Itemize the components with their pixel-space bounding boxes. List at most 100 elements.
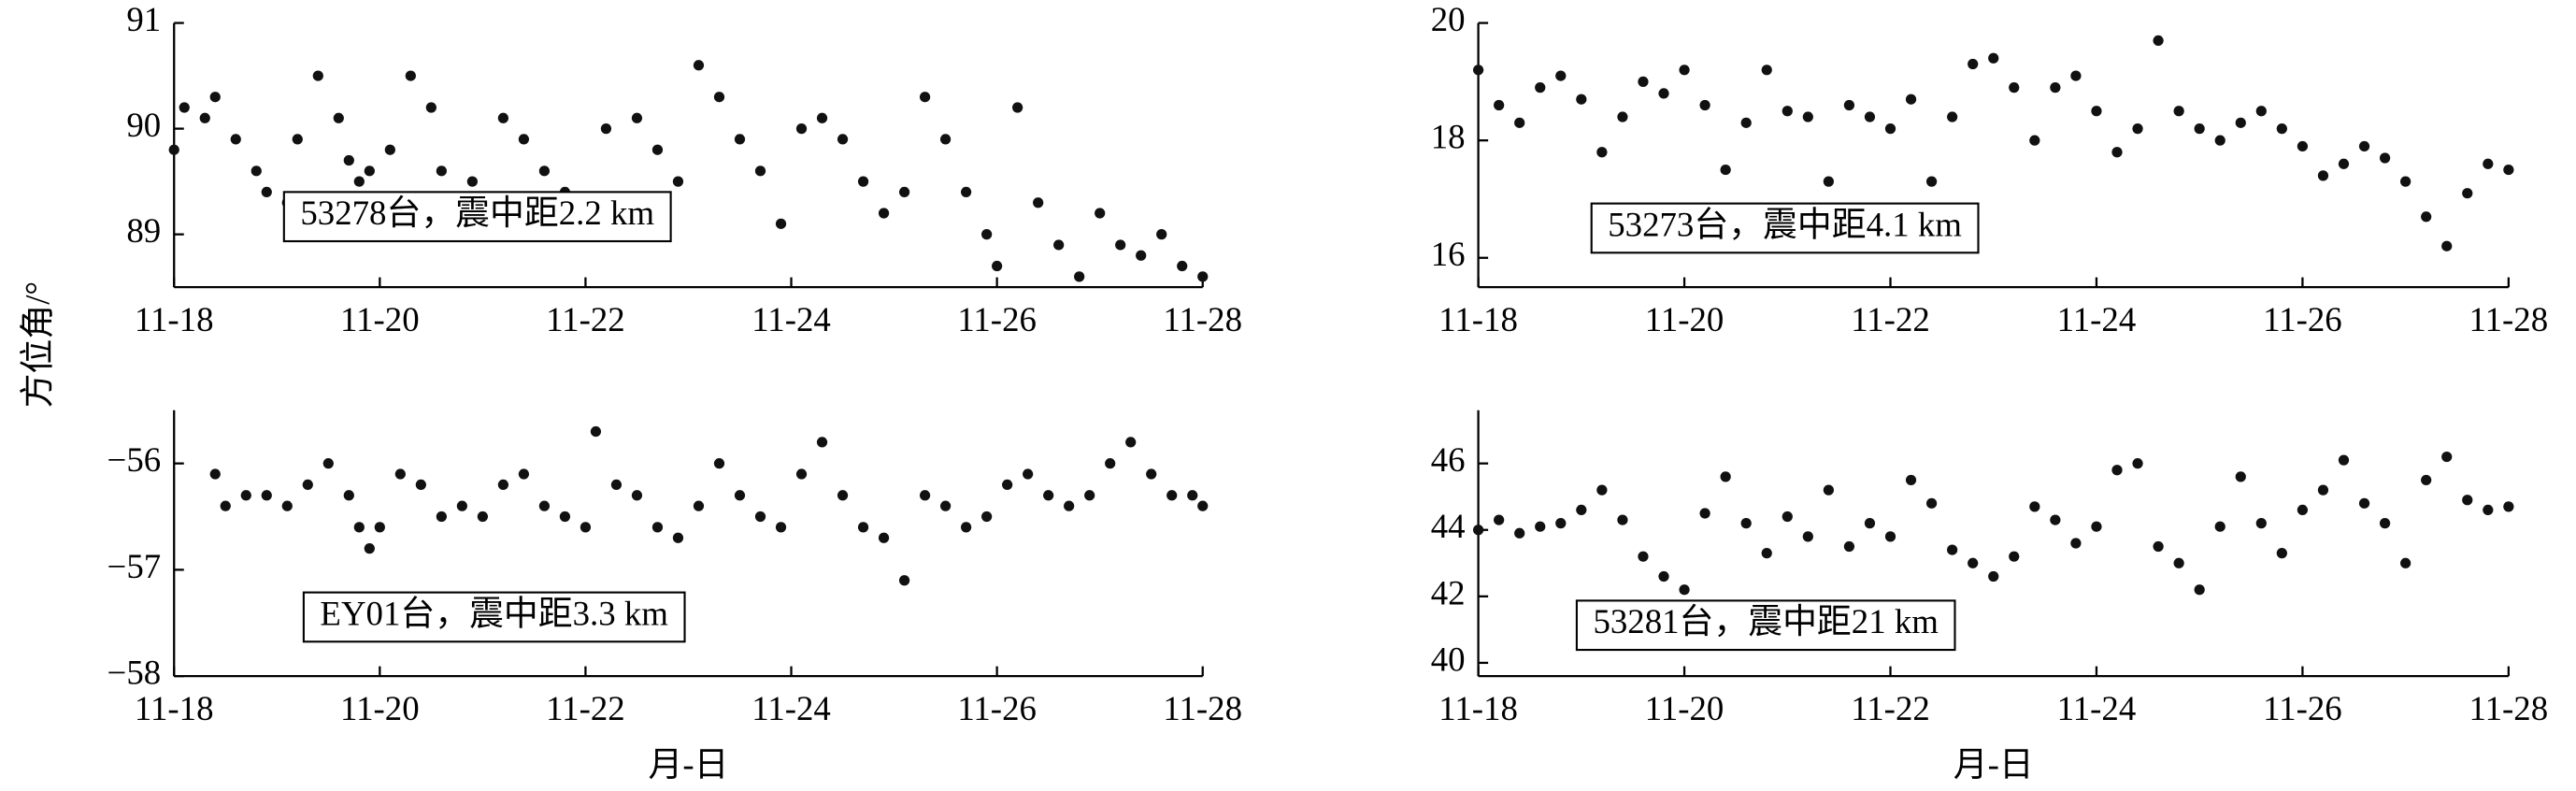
point <box>220 500 231 511</box>
point <box>754 165 766 177</box>
point <box>1925 497 1938 509</box>
point <box>2503 501 2514 512</box>
point <box>2255 106 2267 117</box>
point <box>1947 111 1958 122</box>
annotation: 53278台，震中距2.2 km <box>300 194 654 232</box>
point <box>353 176 365 187</box>
point <box>2503 164 2514 176</box>
point <box>1177 260 1188 272</box>
x-tick-label: 11-24 <box>2057 300 2137 338</box>
point <box>1494 514 1505 525</box>
point <box>857 522 869 533</box>
point <box>580 522 592 533</box>
y-tick-label: 42 <box>1431 573 1466 611</box>
point <box>837 134 849 145</box>
point <box>1555 70 1567 81</box>
point <box>1002 479 1013 491</box>
point <box>1740 117 1752 128</box>
point <box>2317 170 2329 181</box>
annotation: 53281台，震中距21 km <box>1593 602 1939 640</box>
point <box>775 218 787 229</box>
point <box>734 134 746 145</box>
point <box>343 154 354 166</box>
point <box>343 490 354 501</box>
point <box>436 511 447 523</box>
point <box>1988 570 1999 582</box>
point <box>775 522 787 533</box>
point <box>1658 570 1669 582</box>
point <box>734 490 746 501</box>
point <box>1125 437 1137 448</box>
point <box>250 165 262 177</box>
x-tick-label: 11-24 <box>751 689 831 727</box>
point <box>2235 117 2246 128</box>
point <box>353 522 365 533</box>
point <box>939 134 952 145</box>
point <box>1843 99 1855 111</box>
annotation-box <box>1575 599 1956 652</box>
point <box>1535 82 1546 93</box>
x-tick-label: 11-26 <box>957 689 1037 727</box>
point <box>651 144 664 155</box>
point <box>795 122 808 135</box>
point <box>754 511 766 523</box>
point <box>2029 135 2040 146</box>
point <box>672 176 684 187</box>
point <box>1197 500 1209 511</box>
point <box>466 176 478 187</box>
point <box>538 165 551 177</box>
x-tick-label: 11-22 <box>546 300 625 338</box>
point <box>878 208 890 219</box>
y-tick-label: 89 <box>126 211 161 250</box>
point <box>1761 548 1772 559</box>
point <box>1514 527 1525 539</box>
x-tick-label: 11-26 <box>2263 300 2342 338</box>
point <box>2153 540 2164 553</box>
point <box>2276 122 2287 135</box>
point <box>878 532 890 543</box>
point <box>1720 471 1731 482</box>
point <box>333 112 344 123</box>
point <box>981 229 993 240</box>
point <box>2111 147 2123 158</box>
point <box>939 500 952 511</box>
x-tick-label: 11-18 <box>135 300 214 338</box>
y-tick-label: 91 <box>126 0 161 38</box>
point <box>1535 521 1546 532</box>
point <box>590 425 602 438</box>
point <box>795 468 808 480</box>
point <box>1864 518 1876 529</box>
point <box>1617 514 1628 525</box>
point <box>364 165 375 177</box>
point <box>2379 152 2391 164</box>
point <box>415 479 426 491</box>
point <box>1720 164 1731 176</box>
point <box>312 70 323 81</box>
point <box>2070 70 2082 81</box>
point <box>2483 504 2494 516</box>
point <box>230 134 241 145</box>
point <box>1802 111 1813 122</box>
point <box>2029 501 2040 512</box>
point <box>497 479 509 491</box>
x-tick-label: 11-20 <box>1645 300 1724 338</box>
point <box>1472 525 1484 536</box>
point <box>1925 176 1938 187</box>
point <box>857 176 869 187</box>
point <box>1679 65 1690 76</box>
point <box>384 144 395 155</box>
point <box>1053 239 1065 251</box>
point <box>1699 99 1710 111</box>
point <box>1596 147 1608 158</box>
point <box>1187 490 1198 501</box>
point <box>209 468 221 480</box>
point <box>1012 102 1023 113</box>
point <box>497 112 509 123</box>
point <box>2009 82 2020 93</box>
y-tick-label: −56 <box>107 440 162 479</box>
point <box>281 500 293 511</box>
point <box>261 490 272 501</box>
x-axis-label: 月-日 <box>1953 745 2034 784</box>
point <box>816 112 828 123</box>
point <box>374 522 385 533</box>
